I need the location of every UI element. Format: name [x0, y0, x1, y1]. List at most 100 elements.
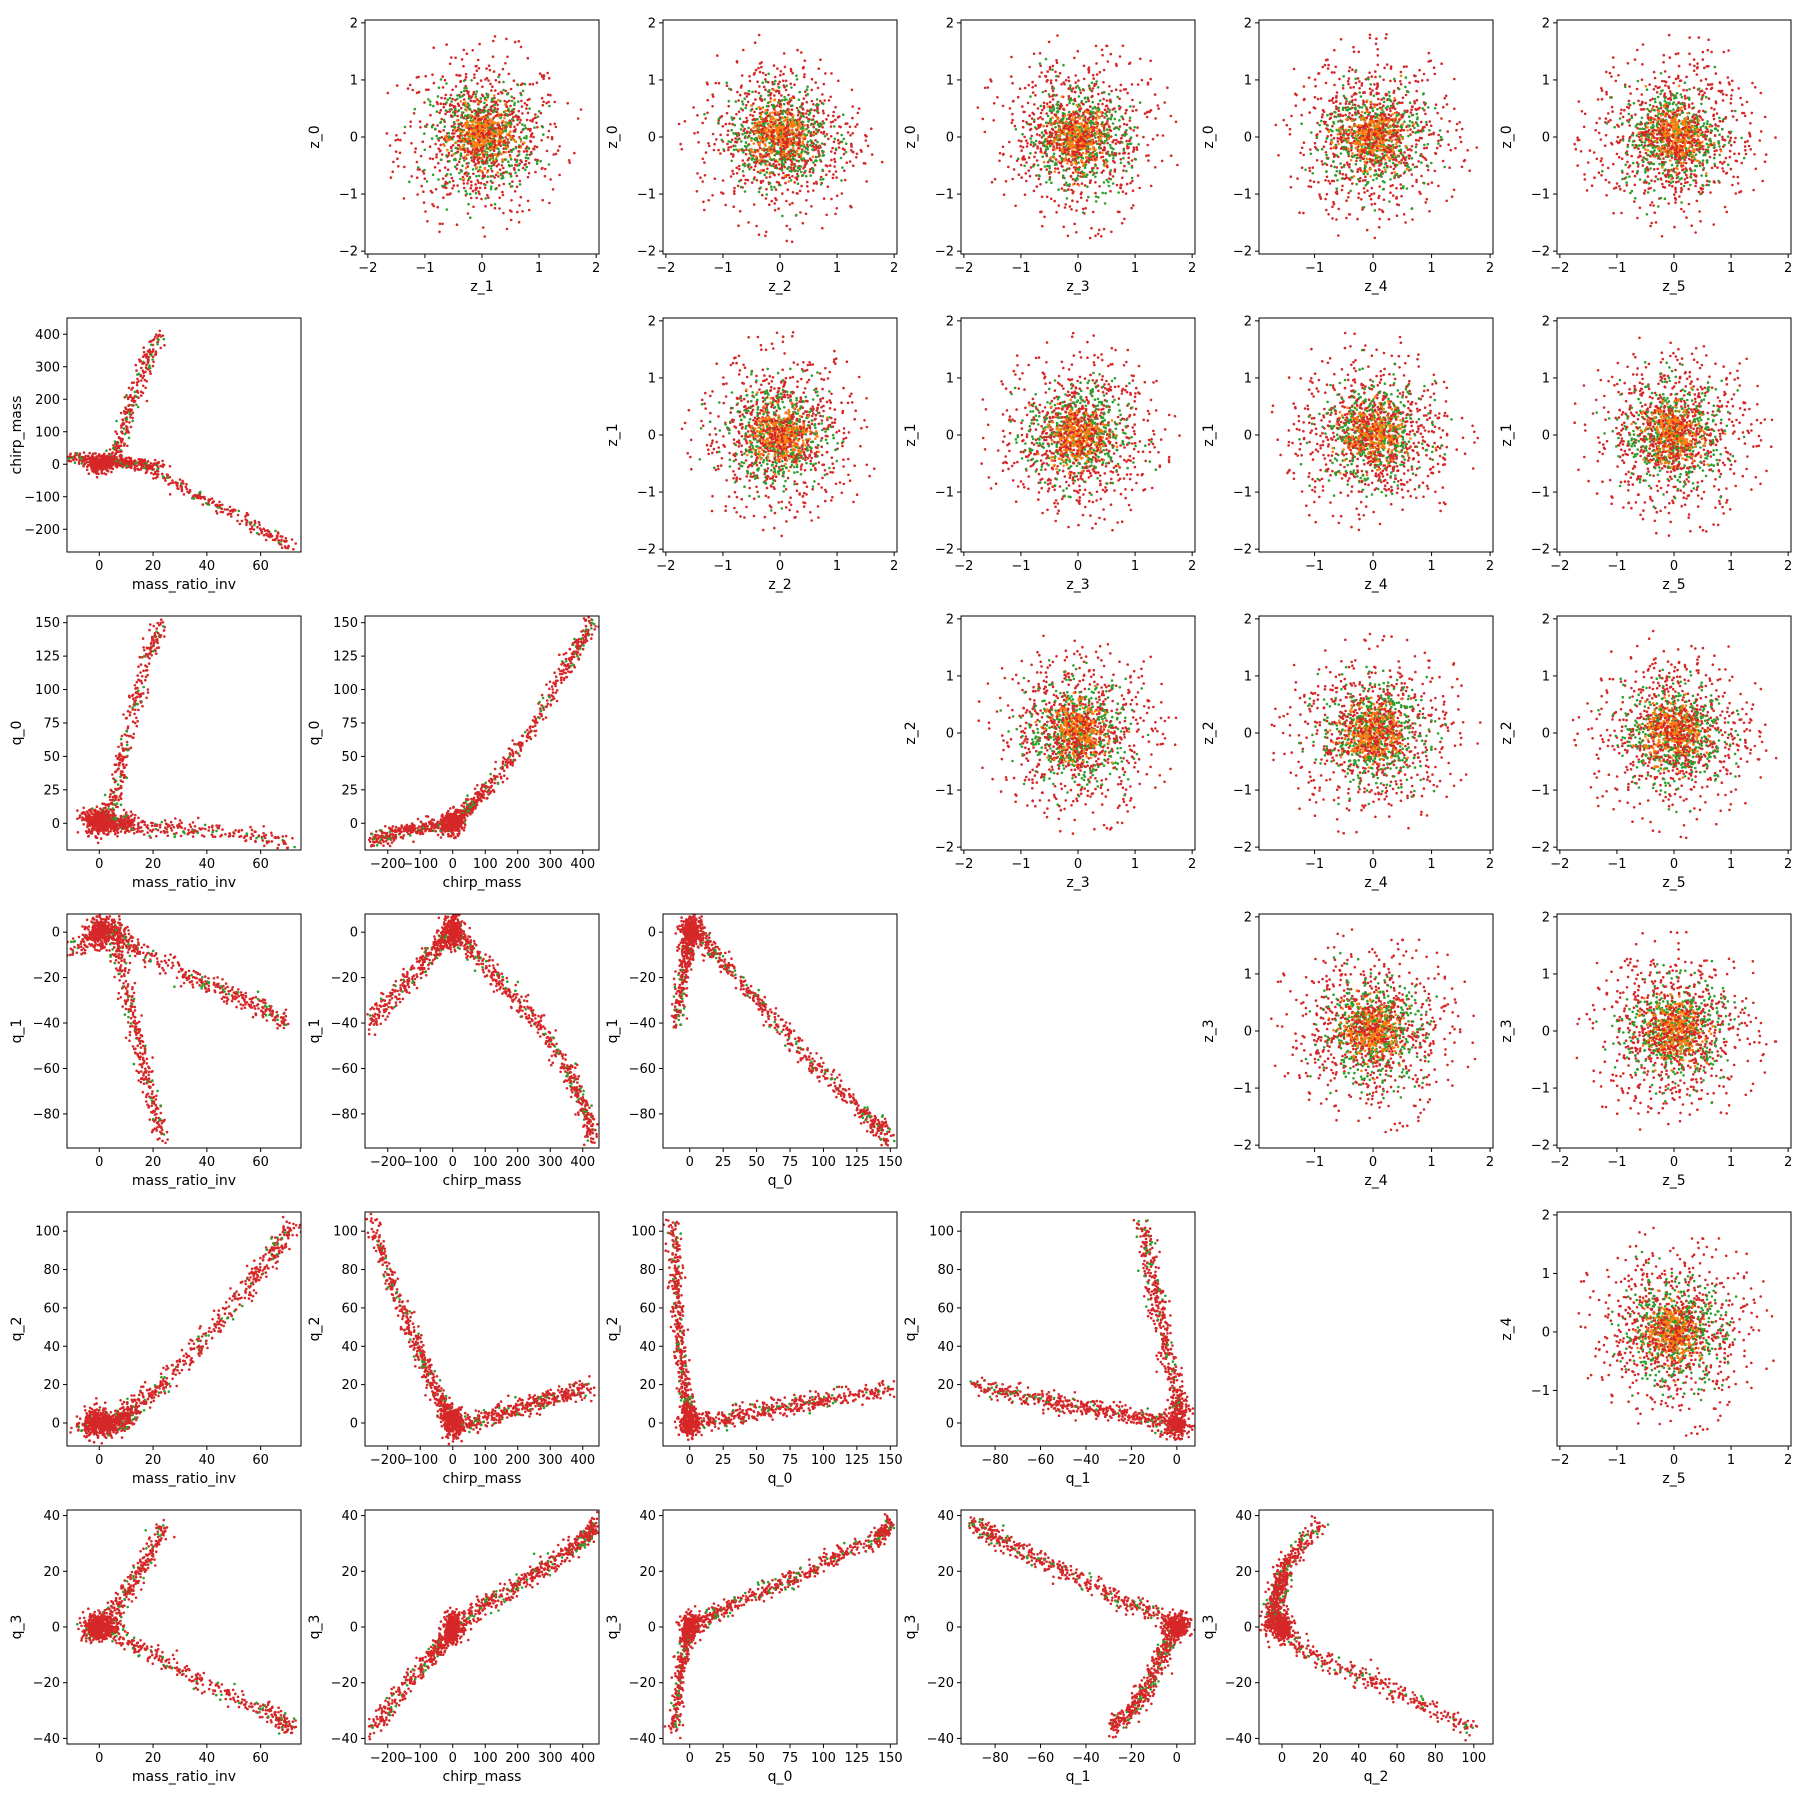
y-axis-label: z_0	[307, 125, 323, 148]
data-point	[799, 105, 802, 109]
data-point	[465, 171, 468, 174]
data-point	[813, 120, 817, 124]
data-point	[1092, 154, 1096, 158]
data-point	[487, 196, 490, 199]
data-point	[1387, 113, 1391, 116]
data-point	[1415, 98, 1419, 102]
data-point	[1051, 127, 1054, 131]
data-point	[1385, 63, 1389, 66]
data-point	[1069, 88, 1073, 91]
data-point	[1329, 147, 1333, 150]
data-point	[527, 127, 530, 131]
data-point	[386, 91, 390, 95]
data-point	[765, 116, 768, 120]
data-point	[454, 98, 457, 102]
data-point	[725, 111, 729, 115]
data-point	[730, 116, 733, 119]
data-point	[524, 126, 528, 130]
data-point	[463, 148, 466, 152]
data-point	[1098, 138, 1101, 142]
data-point	[1129, 136, 1133, 139]
data-point	[538, 72, 542, 75]
data-point	[1119, 106, 1122, 109]
data-point	[735, 166, 738, 170]
data-point	[765, 104, 769, 108]
data-point	[812, 161, 815, 164]
data-point	[799, 116, 802, 119]
data-point	[804, 169, 807, 173]
data-point	[719, 152, 722, 155]
data-point	[856, 123, 859, 126]
data-point	[745, 120, 748, 124]
data-point	[1001, 145, 1005, 149]
data-point	[841, 147, 845, 150]
data-point	[482, 139, 486, 143]
data-point	[498, 168, 502, 171]
data-point	[856, 111, 860, 115]
data-point	[526, 199, 530, 203]
data-point	[497, 130, 500, 134]
data-point	[1050, 106, 1053, 109]
data-point	[1089, 147, 1092, 151]
data-point	[809, 174, 812, 177]
data-point	[815, 155, 818, 159]
data-point	[1051, 68, 1054, 71]
data-point	[469, 152, 473, 155]
data-point	[443, 125, 447, 128]
data-point	[787, 180, 791, 183]
data-point	[518, 150, 521, 153]
data-point	[782, 144, 785, 148]
data-point	[811, 155, 815, 158]
data-point	[515, 174, 519, 178]
data-point	[805, 127, 808, 131]
data-point	[1138, 101, 1142, 104]
data-point	[751, 130, 755, 133]
data-point	[1387, 217, 1391, 221]
data-point	[792, 137, 796, 141]
data-point	[476, 58, 480, 62]
data-point	[759, 152, 762, 156]
data-point	[527, 208, 531, 212]
data-point	[1370, 203, 1374, 206]
x-tick-label: 1	[1131, 261, 1139, 276]
data-point	[848, 160, 852, 163]
data-point	[489, 153, 493, 157]
data-point	[1114, 62, 1118, 66]
data-point	[1131, 189, 1135, 192]
data-point	[783, 86, 786, 89]
data-point	[1054, 114, 1057, 117]
data-point	[755, 117, 758, 121]
data-point	[1103, 134, 1107, 138]
data-point	[819, 158, 822, 162]
data-point	[870, 153, 874, 156]
data-point	[1067, 152, 1070, 156]
data-point	[810, 141, 814, 145]
data-point	[1061, 174, 1065, 177]
x-tick-label: 0	[776, 261, 784, 276]
data-point	[1038, 125, 1042, 128]
data-point	[751, 156, 754, 160]
data-point	[519, 118, 522, 122]
data-point	[731, 118, 734, 121]
data-point	[1361, 179, 1365, 182]
data-point	[789, 154, 792, 158]
data-point	[412, 112, 416, 115]
data-point	[1103, 164, 1107, 168]
data-point	[822, 197, 826, 200]
data-point	[522, 136, 526, 140]
data-point	[787, 150, 791, 154]
data-point	[775, 150, 779, 153]
data-point	[1356, 170, 1359, 174]
data-point	[509, 155, 512, 159]
data-point	[1102, 97, 1105, 101]
data-point	[707, 199, 710, 202]
data-point	[475, 174, 478, 178]
data-point	[553, 100, 556, 104]
data-point	[439, 78, 443, 81]
data-point	[801, 102, 805, 105]
data-point	[780, 150, 783, 153]
data-point	[1102, 129, 1106, 132]
data-point	[785, 224, 789, 228]
data-point	[749, 109, 753, 112]
data-point	[1032, 164, 1035, 168]
